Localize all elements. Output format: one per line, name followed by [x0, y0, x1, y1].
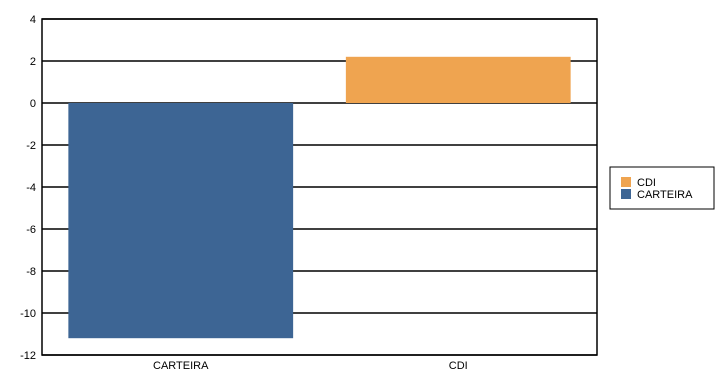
legend-box: [609, 166, 715, 210]
legend-label-carteira: CARTEIRA: [637, 189, 693, 201]
y-tick-label: 4: [30, 14, 36, 26]
y-tick-label: -2: [26, 140, 36, 152]
plot-frame: [41, 18, 598, 356]
x-tick-label: CDI: [449, 360, 468, 372]
y-axis-tick-labels: 4 2 0 -2 -4 -6 -8 -10 -12: [20, 14, 36, 362]
legend-label-cdi: CDI: [637, 177, 656, 189]
bar-carteira: [68, 103, 294, 339]
y-tick-label: 0: [30, 98, 36, 110]
bars: [68, 56, 571, 339]
y-tick-label: -4: [26, 182, 36, 194]
legend-swatch-carteira: [621, 189, 631, 199]
legend-swatch-cdi: [621, 177, 631, 187]
legend: CDI CARTEIRA: [609, 166, 715, 210]
x-tick-label: CARTEIRA: [153, 360, 209, 372]
y-tick-label: -10: [20, 308, 36, 320]
y-tick-label: 2: [30, 56, 36, 68]
bar-cdi: [345, 56, 571, 103]
y-tick-label: -8: [26, 266, 36, 278]
y-tick-label: -6: [26, 224, 36, 236]
x-axis-tick-labels: CARTEIRA CDI: [153, 360, 468, 372]
y-tick-label: -12: [20, 350, 36, 362]
